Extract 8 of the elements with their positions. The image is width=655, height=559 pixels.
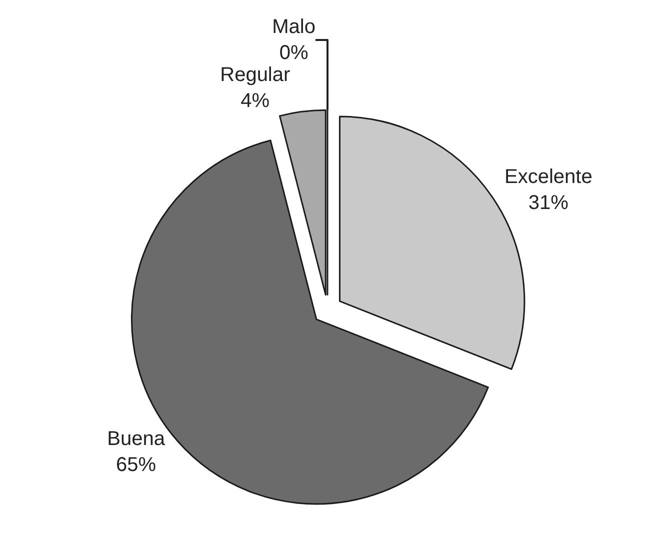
slice-label: Regular (220, 64, 290, 86)
slice-label: Buena (107, 428, 166, 450)
slice-label: Excelente (504, 166, 592, 188)
text: 0% (279, 42, 308, 64)
data-label: 31% (528, 192, 569, 214)
category-label: Malo (272, 16, 316, 38)
data-label: 4% (240, 90, 270, 112)
data-label: 65% (116, 454, 156, 476)
